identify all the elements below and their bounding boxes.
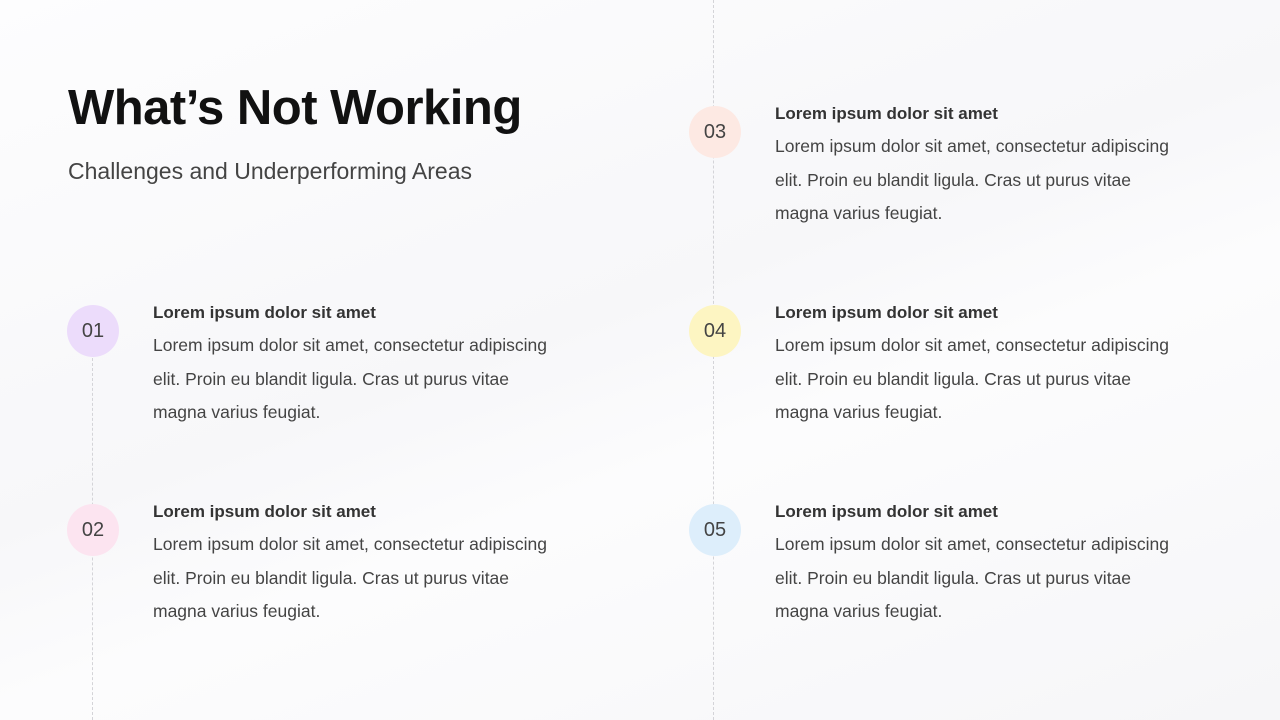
item-title: Lorem ipsum dolor sit amet [153, 502, 376, 521]
list-item: Lorem ipsum dolor sit amet Lorem ipsum do… [775, 103, 1175, 231]
page-title: What’s Not Working [68, 81, 522, 135]
item-title: Lorem ipsum dolor sit amet [775, 104, 998, 123]
number-badge-01: 01 [67, 305, 119, 357]
item-text: Lorem ipsum dolor sit amet, consectetur … [775, 534, 1169, 621]
item-text: Lorem ipsum dolor sit amet, consectetur … [775, 136, 1169, 223]
number-badge-03: 03 [689, 106, 741, 158]
list-item: Lorem ipsum dolor sit amet Lorem ipsum do… [775, 302, 1175, 430]
item-text: Lorem ipsum dolor sit amet, consectetur … [775, 335, 1169, 422]
item-title: Lorem ipsum dolor sit amet [153, 303, 376, 322]
page-subtitle: Challenges and Underperforming Areas [68, 158, 473, 184]
number-badge-04: 04 [689, 305, 741, 357]
list-item: Lorem ipsum dolor sit amet Lorem ipsum do… [153, 302, 553, 430]
number-badge-02: 02 [67, 504, 119, 556]
item-text: Lorem ipsum dolor sit amet, consectetur … [153, 335, 547, 422]
item-title: Lorem ipsum dolor sit amet [775, 303, 998, 322]
list-item: Lorem ipsum dolor sit amet Lorem ipsum do… [775, 501, 1175, 629]
number-badge-05: 05 [689, 504, 741, 556]
timeline-line-right [713, 0, 714, 720]
item-title: Lorem ipsum dolor sit amet [775, 502, 998, 521]
list-item: Lorem ipsum dolor sit amet Lorem ipsum do… [153, 501, 553, 629]
item-text: Lorem ipsum dolor sit amet, consectetur … [153, 534, 547, 621]
